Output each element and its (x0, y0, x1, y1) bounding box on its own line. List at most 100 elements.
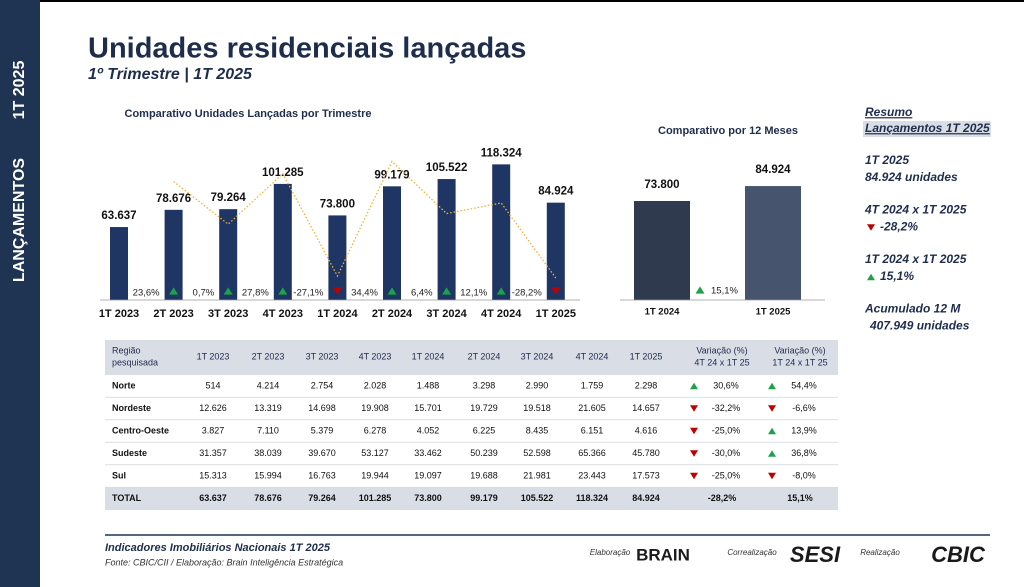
table-cell: 118.324 (576, 493, 608, 503)
table-cell: 19.908 (361, 403, 389, 413)
bar (273, 183, 292, 300)
table-cell: 79.264 (308, 493, 336, 503)
x-tick-label: 4T 2024 (481, 308, 522, 320)
table-cell: 78.676 (254, 493, 282, 503)
bar (546, 202, 565, 300)
table-header: 3T 2024 (521, 351, 554, 361)
table-header: 4T 2023 (359, 351, 392, 361)
table-cell: 1.488 (417, 380, 440, 390)
bar (437, 179, 456, 300)
table-cell: 4.052 (417, 425, 440, 435)
table-cell: 54,4% (791, 380, 817, 390)
sidebar-title: LANÇAMENTOS (11, 158, 28, 282)
bar-label: 78.676 (156, 193, 191, 205)
table-cell: 13,9% (791, 425, 817, 435)
table-cell: 65.366 (578, 448, 606, 458)
x-tick-label: 4T 2023 (263, 308, 303, 320)
table-cell: 33.462 (414, 448, 442, 458)
table-header: 1T 2023 (197, 351, 230, 361)
table-cell: 14.657 (632, 403, 660, 413)
summary-title: Resumo (865, 105, 912, 119)
x-tick-label: 2T 2024 (372, 308, 413, 320)
arrow-up (169, 287, 179, 295)
table-cell: 2.298 (635, 380, 658, 390)
arrow-up (442, 287, 452, 295)
x-tick-label: 3T 2024 (426, 308, 467, 320)
table-cell: 99.179 (470, 493, 498, 503)
summary-label: 1T 2025 (865, 153, 909, 167)
table-cell: 4.616 (635, 425, 658, 435)
change-label: -28,2% (512, 288, 543, 299)
bar-label: 73.800 (644, 179, 679, 191)
table-cell: -30,0% (712, 448, 741, 458)
table-cell: 6.151 (581, 425, 604, 435)
table-cell: 514 (205, 380, 220, 390)
table-cell: TOTAL (112, 493, 142, 503)
credit-role: Realização (860, 548, 900, 557)
x-tick-label: 1T 2025 (756, 307, 792, 318)
summary-value: 84.924 unidades (865, 170, 958, 184)
table-header: 1T 24 x 1T 25 (772, 357, 827, 367)
table-cell: 105.522 (521, 493, 554, 503)
summary-label: 4T 2024 x 1T 2025 (864, 203, 967, 217)
table-total-bg (105, 487, 838, 510)
table-cell: 15.994 (254, 470, 282, 480)
table-cell: -32,2% (712, 403, 741, 413)
bar-label: 105.522 (426, 162, 468, 174)
summary-title: Lançamentos 1T 2025 (865, 121, 990, 135)
change-line (173, 160, 557, 279)
table-cell: 3.827 (202, 425, 225, 435)
table-cell: 2.028 (364, 380, 387, 390)
table-header: 2T 2023 (252, 351, 285, 361)
table-cell: 13.319 (254, 403, 282, 413)
x-tick-label: 1T 2024 (645, 307, 681, 318)
page-subtitle: 1º Trimestre | 1T 2025 (88, 66, 253, 83)
arrow-down (332, 287, 342, 295)
table-header: 3T 2023 (306, 351, 339, 361)
table-cell: 4.214 (257, 380, 280, 390)
arrow-down (551, 287, 561, 295)
arrow-down (690, 405, 698, 412)
table-cell: 1.759 (581, 380, 604, 390)
table-cell: 5.379 (311, 425, 334, 435)
table-cell: -8,0% (792, 470, 816, 480)
table-cell: 6.225 (473, 425, 496, 435)
table-cell: Nordeste (112, 403, 151, 413)
table-cell: 23.443 (578, 470, 606, 480)
page-title: Unidades residenciais lançadas (88, 33, 526, 65)
table-cell: Norte (112, 380, 136, 390)
footer-source: Fonte: CBIC/CII / Elaboração: Brain Inte… (105, 557, 343, 567)
table-cell: 3.298 (473, 380, 496, 390)
table-cell: 15.701 (414, 403, 442, 413)
change-label: 27,8% (242, 288, 269, 299)
table-cell: 16.763 (308, 470, 336, 480)
bar (164, 209, 183, 300)
table-cell: 53.127 (361, 448, 389, 458)
table-cell: 12.626 (199, 403, 227, 413)
summary-label: 1T 2024 x 1T 2025 (865, 252, 967, 266)
bar (328, 215, 347, 300)
bar-label: 84.924 (755, 164, 791, 176)
arrow-down (690, 472, 698, 480)
change-label: 0,7% (193, 288, 215, 299)
table-cell: 21.605 (578, 403, 606, 413)
sidebar-period: 1T 2025 (11, 61, 28, 120)
table-header-bg (105, 340, 838, 375)
change-label: 15,1% (711, 286, 738, 297)
table-header: 4T 2024 (576, 351, 609, 361)
table-cell: 6.278 (364, 425, 387, 435)
table-cell: 2.990 (526, 380, 549, 390)
bar-label: 79.264 (211, 192, 247, 204)
table-header: Variação (%) (774, 345, 825, 355)
arrow-down (867, 224, 875, 231)
table-cell: 15.313 (199, 470, 227, 480)
change-label: -27,1% (293, 288, 324, 299)
table-cell: 30,6% (713, 380, 739, 390)
summary-label: Acumulado 12 M (864, 302, 961, 316)
bar (492, 164, 511, 300)
table-cell: 14.698 (308, 403, 336, 413)
credit-role: Elaboração (590, 548, 631, 557)
x-tick-label: 1T 2025 (536, 308, 576, 320)
change-label: 34,4% (351, 288, 378, 299)
